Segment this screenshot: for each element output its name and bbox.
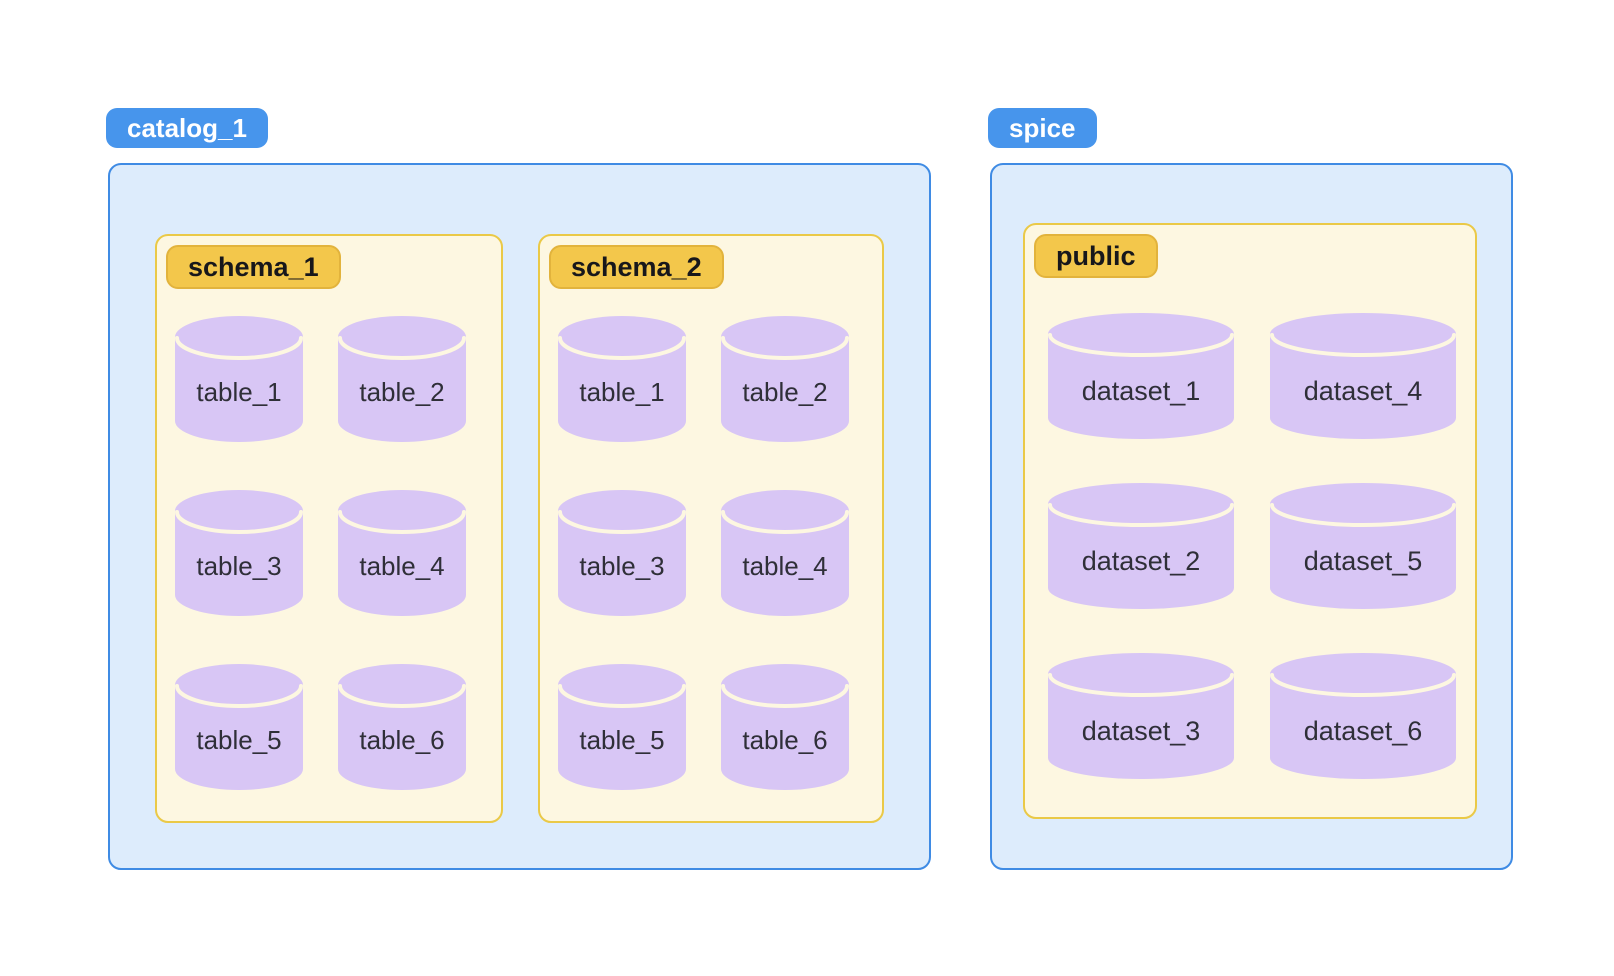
dataset-label: dataset_6: [1303, 715, 1423, 746]
database-cylinder-icon: [175, 664, 303, 790]
catalog-1-badge: catalog_1: [106, 108, 268, 148]
table-label: table_3: [579, 550, 665, 581]
table-node: table_3: [558, 490, 686, 616]
database-cylinder-icon: [1048, 653, 1234, 779]
dataset-node: dataset_5: [1270, 483, 1456, 609]
database-cylinder-icon: [1270, 313, 1456, 439]
database-cylinder-icon: [1048, 483, 1234, 609]
database-cylinder-icon: [1048, 313, 1234, 439]
table-node: table_2: [338, 316, 466, 442]
table-label: table_4: [359, 550, 445, 581]
schema-1-badge: schema_1: [166, 245, 341, 289]
database-cylinder-icon: [1270, 653, 1456, 779]
schema-1-box: schema_1 table_1 table: [155, 234, 503, 823]
table-label: table_5: [579, 724, 665, 755]
database-cylinder-icon: [175, 490, 303, 616]
table-node: table_1: [558, 316, 686, 442]
table-node: table_6: [721, 664, 849, 790]
table-label: table_5: [196, 724, 282, 755]
database-cylinder-icon: [558, 316, 686, 442]
schema-1-table-grid: table_1 table_2 tabl: [175, 316, 466, 790]
dataset-label: dataset_1: [1081, 375, 1201, 406]
table-node: table_6: [338, 664, 466, 790]
database-cylinder-icon: [721, 316, 849, 442]
public-badge: public: [1034, 234, 1158, 278]
table-label: table_4: [742, 550, 828, 581]
database-cylinder-icon: [338, 316, 466, 442]
table-label: table_6: [359, 724, 445, 755]
public-box: public dataset_1: [1023, 223, 1477, 819]
table-label: table_3: [196, 550, 282, 581]
spice-container: public dataset_1: [990, 163, 1513, 870]
database-cylinder-icon: [721, 490, 849, 616]
dataset-label: dataset_2: [1081, 545, 1201, 576]
table-label: table_6: [742, 724, 828, 755]
table-label: table_1: [196, 376, 282, 407]
database-cylinder-icon: [338, 490, 466, 616]
dataset-node: dataset_3: [1048, 653, 1234, 779]
database-cylinder-icon: [558, 664, 686, 790]
table-node: table_3: [175, 490, 303, 616]
spice-badge: spice: [988, 108, 1097, 148]
dataset-label: dataset_3: [1081, 715, 1201, 746]
database-cylinder-icon: [558, 490, 686, 616]
table-label: table_1: [579, 376, 665, 407]
table-node: table_2: [721, 316, 849, 442]
schema-2-badge: schema_2: [549, 245, 724, 289]
dataset-node: dataset_6: [1270, 653, 1456, 779]
schema-2-box: schema_2 table_1 table: [538, 234, 884, 823]
dataset-node: dataset_2: [1048, 483, 1234, 609]
dataset-node: dataset_1: [1048, 313, 1234, 439]
table-label: table_2: [742, 376, 828, 407]
table-node: table_5: [558, 664, 686, 790]
schema-2-table-grid: table_1 table_2 tabl: [558, 316, 849, 790]
table-node: table_5: [175, 664, 303, 790]
database-cylinder-icon: [338, 664, 466, 790]
dataset-node: dataset_4: [1270, 313, 1456, 439]
database-cylinder-icon: [1270, 483, 1456, 609]
dataset-label: dataset_4: [1303, 375, 1423, 406]
database-cylinder-icon: [175, 316, 303, 442]
table-node: table_4: [721, 490, 849, 616]
table-label: table_2: [359, 376, 445, 407]
table-node: table_1: [175, 316, 303, 442]
dataset-label: dataset_5: [1303, 545, 1423, 576]
catalog-1-container: schema_1 table_1 table: [108, 163, 931, 870]
public-dataset-grid: dataset_1 dataset_4: [1048, 313, 1456, 779]
table-node: table_4: [338, 490, 466, 616]
database-cylinder-icon: [721, 664, 849, 790]
